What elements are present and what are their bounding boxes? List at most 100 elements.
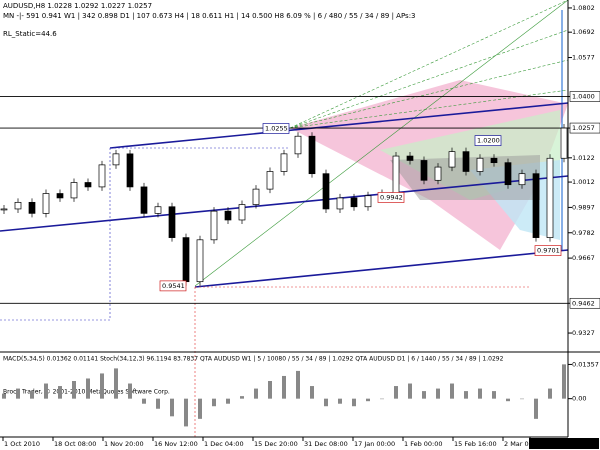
candle [224, 210, 232, 221]
candle [0, 208, 8, 211]
candle [406, 155, 414, 161]
candle [84, 182, 92, 188]
macd-bar [464, 391, 468, 399]
candle [434, 166, 442, 181]
macd-title: MACD(5,34,5) 0.01362 0.01141 Stoch(34,12… [3, 356, 504, 363]
candle [28, 201, 36, 214]
price-tick-label: 0.9897 [572, 203, 595, 211]
macd-bar [184, 398, 188, 427]
time-label: 1 Feb 00:00 [404, 440, 443, 448]
macd-bar [198, 398, 202, 419]
macd-bar [2, 393, 6, 399]
indicator-line: RL_Static=44.6 [3, 30, 57, 38]
candle [560, 127, 568, 159]
price-label: 0.9942 [380, 193, 403, 201]
macd-bar [366, 398, 370, 402]
time-label: 31 Dec 08:00 [304, 440, 348, 448]
price-label: 1.0200 [477, 137, 500, 145]
candle [126, 153, 134, 188]
candle [168, 206, 176, 238]
candle [294, 135, 302, 155]
price-highlight [569, 91, 600, 102]
symbol-line: AUDUSD,H8 1.0228 1.0292 1.0227 1.0257 [3, 2, 152, 10]
candle [210, 210, 218, 241]
price-tick-label: 0.9327 [572, 329, 595, 337]
stats-line: MN -|- 591 0.941 W1 | 342 0.898 D1 | 107… [3, 12, 416, 20]
dotted-guides [0, 147, 290, 321]
time-label: 1 Oct 2010 [4, 440, 40, 448]
candle [336, 197, 344, 210]
macd-bar [114, 368, 118, 399]
price-tick-label: 0.9667 [572, 254, 595, 262]
price-label: 1.0255 [265, 125, 288, 133]
macd-bar [338, 398, 342, 404]
macd-bar [100, 373, 104, 399]
macd-bar [352, 398, 356, 407]
candle [364, 195, 372, 208]
candle [392, 155, 400, 194]
macd-bar [212, 398, 216, 407]
candle [504, 162, 512, 186]
candle [476, 157, 484, 172]
candle [308, 135, 316, 175]
macd-tick-label: 0.01357 [572, 360, 599, 368]
macd-bar [422, 391, 426, 399]
macd-bar [394, 386, 398, 399]
price-tick-label: 0.9782 [572, 229, 595, 237]
macd-bar [380, 398, 384, 400]
macd-bar [156, 398, 160, 409]
candle [280, 153, 288, 172]
price-tick-label: 1.0122 [572, 154, 595, 162]
time-label: 15 Dec 20:00 [254, 440, 298, 448]
candle [546, 157, 554, 238]
price-label-box [262, 123, 290, 134]
macd-bar [170, 398, 174, 417]
price-tick-label: 1.0577 [572, 54, 595, 62]
candle [154, 206, 162, 214]
time-label: 18 Oct 08:00 [54, 440, 96, 448]
macd-bar [562, 364, 566, 399]
candle [252, 188, 260, 205]
macd-bar [226, 398, 230, 404]
candle [196, 239, 204, 283]
price-label-box [377, 192, 405, 203]
price-tick-label: 1.0692 [572, 28, 595, 36]
candle [112, 153, 120, 166]
macd-bar [506, 398, 510, 402]
price-highlight [569, 122, 600, 134]
macd-bar [58, 386, 62, 399]
macd-bar [254, 388, 258, 399]
time-label: 2011.03.25 22:59 [531, 440, 589, 448]
macd-bar [16, 388, 20, 399]
macd-bar [86, 378, 90, 399]
candle [350, 197, 358, 208]
macd-bar [408, 383, 412, 399]
time-highlight [529, 438, 599, 449]
macd-bar [128, 383, 132, 399]
macd-bar [282, 375, 286, 399]
candle [140, 186, 148, 214]
price-tick-label: 1.0802 [572, 4, 595, 12]
price-tick-label: 0.9462 [572, 299, 595, 307]
macd-bar [436, 388, 440, 399]
macd-bar [548, 388, 552, 399]
price-label-box [534, 245, 562, 256]
candle [42, 193, 50, 214]
macd-bar [240, 396, 244, 399]
candle [98, 164, 106, 188]
price-label: 0.9701 [537, 247, 560, 255]
price-label-box [159, 280, 187, 292]
candle [532, 173, 540, 238]
time-label: 16 Nov 12:00 [154, 440, 198, 448]
candle [266, 171, 274, 190]
macd-bar [310, 386, 314, 399]
macd-bar [44, 383, 48, 399]
candle [448, 151, 456, 168]
time-label: 17 Jan 00:00 [354, 440, 395, 448]
price-highlight [569, 297, 600, 309]
price-tick-label: 1.0012 [572, 178, 595, 186]
candle [14, 201, 22, 210]
red-guides [194, 286, 530, 437]
candle [56, 193, 64, 199]
